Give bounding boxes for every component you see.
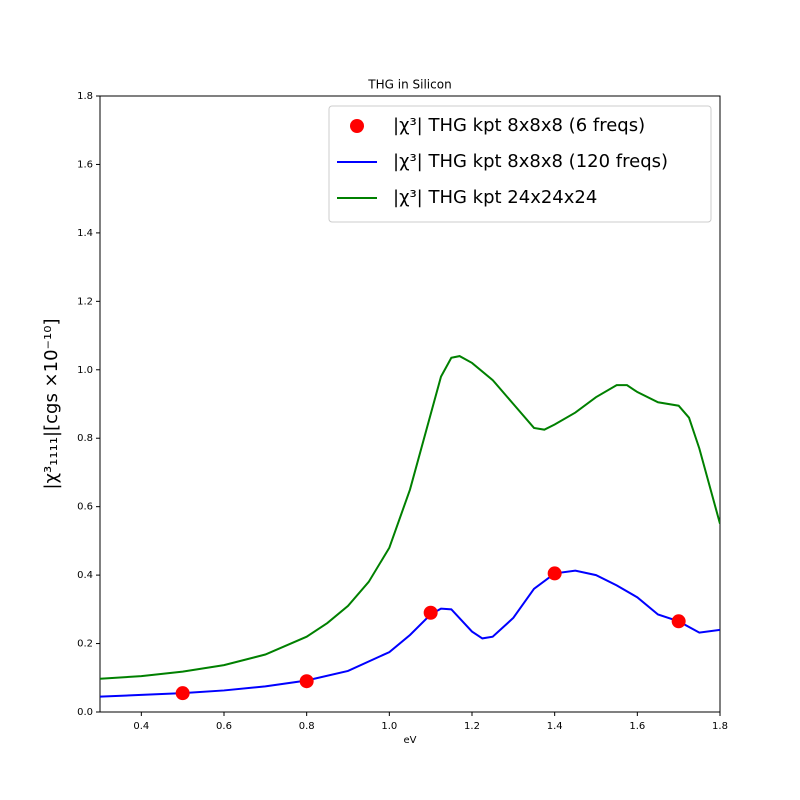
x-axis-label: eV xyxy=(404,735,417,746)
y-tick-label: 1.2 xyxy=(77,296,93,307)
y-tick-label: 0.4 xyxy=(77,570,93,581)
y-tick-label: 0.0 xyxy=(77,707,93,718)
x-tick-label: 1.8 xyxy=(712,721,728,732)
y-axis-label: |χ³₁₁₁₁|[cgs ×10⁻¹⁰] xyxy=(41,319,62,490)
chart-title: THG in Silicon xyxy=(367,78,451,92)
scatter-point xyxy=(671,614,686,629)
y-tick-label: 0.8 xyxy=(77,433,93,444)
y-tick-label: 1.0 xyxy=(77,365,93,376)
legend-box xyxy=(328,105,712,223)
y-tick-label: 1.4 xyxy=(77,228,93,239)
legend-label: |χ³| THG kpt 8x8x8 (6 freqs) xyxy=(393,115,645,136)
x-tick-label: 1.6 xyxy=(629,721,645,732)
y-tick-label: 0.2 xyxy=(77,639,93,650)
scatter-point xyxy=(299,674,314,689)
line-series xyxy=(100,569,720,698)
x-tick-label: 0.4 xyxy=(133,721,149,732)
legend-label: |χ³| THG kpt 8x8x8 (120 freqs) xyxy=(393,151,668,172)
plot-frame xyxy=(99,95,721,713)
x-tick-label: 1.4 xyxy=(547,721,563,732)
y-tick-label: 0.6 xyxy=(77,502,93,513)
y-tick-label: 1.6 xyxy=(77,159,93,170)
line-series xyxy=(100,355,720,680)
scatter-point xyxy=(175,686,190,701)
x-tick-label: 1.0 xyxy=(381,721,397,732)
y-tick-label: 1.8 xyxy=(77,91,93,102)
x-tick-label: 0.6 xyxy=(216,721,232,732)
scatter-point xyxy=(423,605,438,620)
legend-marker xyxy=(350,119,364,133)
x-tick-label: 0.8 xyxy=(299,721,315,732)
scatter-point xyxy=(547,566,562,581)
plot-area xyxy=(100,355,720,698)
x-tick-label: 1.2 xyxy=(464,721,480,732)
legend-label: |χ³| THG kpt 24x24x24 xyxy=(393,187,597,208)
